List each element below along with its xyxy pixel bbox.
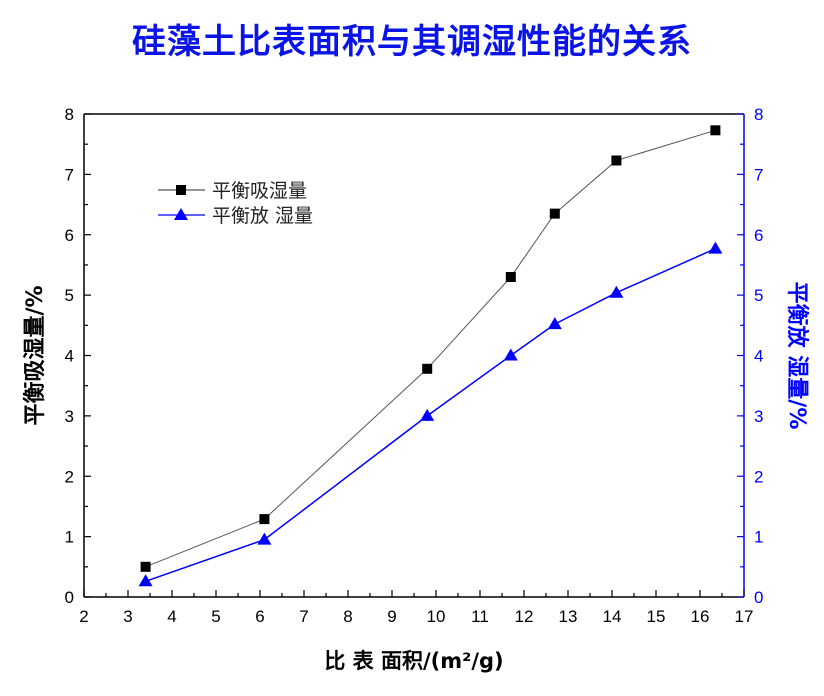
x-tick-label: 10 bbox=[427, 607, 446, 626]
y-tick-label: 6 bbox=[65, 226, 74, 245]
y2-tick-label: 6 bbox=[754, 226, 763, 245]
chart-title: 硅藻土比表面积与其调湿性能的关系 bbox=[132, 22, 692, 62]
data-point-0 bbox=[611, 155, 622, 166]
x-tick-label: 13 bbox=[559, 607, 578, 626]
x-tick-label: 3 bbox=[123, 607, 132, 626]
x-tick-label: 11 bbox=[471, 607, 489, 626]
x-tick-label: 8 bbox=[343, 607, 352, 626]
data-point-0 bbox=[422, 363, 433, 374]
x-tick-label: 17 bbox=[735, 607, 754, 626]
data-point-1 bbox=[708, 241, 723, 254]
data-point-0 bbox=[259, 514, 270, 525]
data-point-1 bbox=[609, 285, 624, 298]
legend-marker-1 bbox=[174, 208, 188, 220]
x-tick-label: 15 bbox=[647, 607, 666, 626]
legend-label-1: 平衡放 湿量 bbox=[212, 205, 313, 227]
y-tick-label: 5 bbox=[65, 286, 74, 305]
data-point-1 bbox=[503, 348, 518, 361]
y-tick-label: 1 bbox=[65, 528, 74, 547]
x-tick-label: 2 bbox=[79, 607, 88, 626]
y-tick-label: 2 bbox=[65, 467, 74, 486]
y-axis-label: 平衡吸湿量/% bbox=[22, 285, 48, 425]
data-point-0 bbox=[505, 272, 516, 283]
y2-tick-label: 7 bbox=[754, 165, 763, 184]
y2-tick-label: 4 bbox=[754, 347, 763, 366]
data-point-1 bbox=[547, 317, 562, 330]
y-tick-label: 3 bbox=[65, 407, 74, 426]
y2-tick-label: 5 bbox=[754, 286, 763, 305]
y2-axis-label: 平衡放 湿量/% bbox=[784, 282, 810, 430]
data-point-1 bbox=[138, 574, 153, 587]
x-tick-label: 5 bbox=[211, 607, 220, 626]
data-point-0 bbox=[549, 208, 560, 219]
x-tick-label: 12 bbox=[515, 607, 534, 626]
x-axis-label: 比 表 面积/(m²/g) bbox=[324, 649, 503, 673]
y-tick-label: 0 bbox=[65, 588, 74, 607]
data-point-0 bbox=[710, 125, 721, 136]
y2-tick-label: 3 bbox=[754, 407, 763, 426]
legend-marker-0 bbox=[176, 185, 186, 195]
y-tick-label: 4 bbox=[65, 347, 74, 366]
y-tick-label: 8 bbox=[65, 105, 74, 124]
data-point-1 bbox=[420, 408, 435, 421]
x-tick-label: 4 bbox=[167, 607, 176, 626]
y2-tick-label: 0 bbox=[754, 588, 763, 607]
data-point-0 bbox=[140, 561, 151, 572]
y-tick-label: 7 bbox=[65, 165, 74, 184]
x-tick-label: 14 bbox=[603, 607, 622, 626]
x-tick-label: 16 bbox=[691, 607, 710, 626]
data-point-1 bbox=[257, 532, 272, 545]
x-tick-label: 6 bbox=[255, 607, 264, 626]
x-tick-label: 9 bbox=[387, 607, 396, 626]
y2-tick-label: 1 bbox=[754, 528, 763, 547]
y2-tick-label: 8 bbox=[754, 105, 763, 124]
legend-label-0: 平衡吸湿量 bbox=[212, 180, 307, 202]
y2-tick-label: 2 bbox=[754, 467, 763, 486]
x-tick-label: 7 bbox=[299, 607, 308, 626]
